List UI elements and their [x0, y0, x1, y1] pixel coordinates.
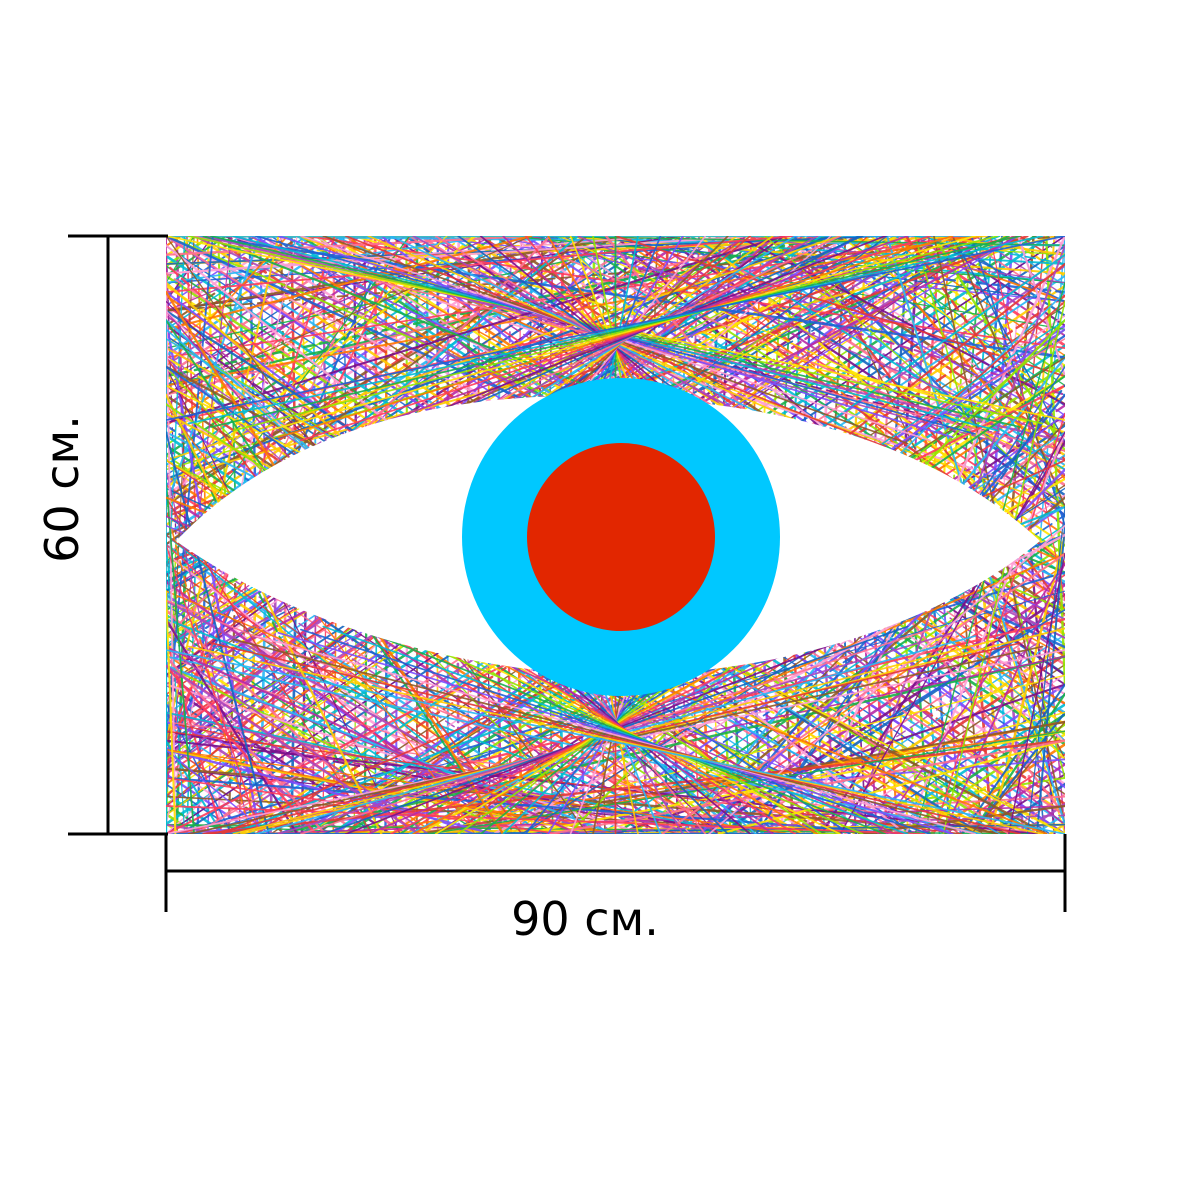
string-line [305, 236, 1065, 350]
string-line [367, 619, 864, 834]
string-line [166, 739, 224, 834]
string-line [764, 236, 1065, 508]
string-line [530, 236, 1065, 396]
string-line [300, 236, 931, 442]
string-line [166, 599, 748, 834]
string-line [166, 236, 289, 368]
string-line [166, 236, 532, 396]
string-line [322, 236, 909, 445]
string-line [166, 236, 411, 564]
string-line [166, 236, 195, 284]
string-line [530, 814, 1065, 834]
string-line [166, 599, 589, 834]
string-line [942, 300, 1065, 834]
string-line [717, 739, 1065, 834]
width-dimension-label: 90 см. [511, 892, 659, 946]
string-line [232, 638, 999, 834]
string-line [166, 664, 317, 834]
string-line [166, 506, 252, 834]
string-line [166, 777, 561, 834]
string-line [577, 236, 1065, 443]
string-line [249, 805, 1065, 834]
string-line [277, 631, 954, 834]
string-line [1026, 506, 1065, 834]
string-line [166, 431, 270, 834]
string-line [166, 236, 261, 509]
eye-pupil [527, 443, 715, 631]
string-line [300, 628, 931, 834]
string-line [1017, 236, 1065, 378]
string-line [166, 711, 701, 834]
height-dimension-label: 60 см. [35, 415, 89, 563]
string-line [166, 649, 1065, 834]
string-line [210, 642, 1021, 834]
string-line [948, 236, 972, 542]
string-line [210, 236, 1021, 428]
string-line [914, 236, 1065, 265]
string-line [166, 543, 261, 834]
string-line [166, 236, 533, 331]
string-line [166, 478, 195, 834]
string-line [427, 674, 1065, 834]
string-line [166, 393, 373, 834]
string-line [255, 236, 976, 435]
string-line [277, 236, 954, 439]
string-line [232, 236, 999, 432]
string-line [933, 412, 1065, 834]
string-line [166, 236, 477, 490]
string-line [942, 562, 1065, 834]
string-line [427, 730, 1065, 834]
string-line [277, 655, 1065, 834]
string-line [876, 562, 1065, 834]
product-image [166, 236, 1065, 834]
string-line [344, 622, 887, 834]
string-line [951, 236, 1065, 443]
string-line [1045, 236, 1065, 686]
string-line [1008, 553, 1065, 834]
dimension-lines [68, 234, 1067, 912]
string-line [521, 236, 1065, 247]
string-line [322, 625, 909, 834]
string-line [166, 534, 186, 834]
string-line [166, 776, 907, 834]
string-line [166, 393, 383, 834]
string-line [187, 236, 1044, 425]
string-line [166, 664, 420, 834]
string-line [166, 646, 580, 834]
string-line [493, 236, 1065, 359]
string-line [187, 645, 1044, 834]
string-line [614, 236, 1065, 378]
string-line [255, 635, 976, 834]
string-line [166, 236, 1065, 421]
string-line [166, 236, 795, 294]
string-line [211, 236, 1065, 247]
string-line [279, 236, 288, 543]
string-line [689, 236, 1065, 471]
string-line [192, 236, 1065, 359]
string-line [166, 730, 963, 834]
string-line [166, 590, 177, 834]
string-line [970, 721, 1065, 834]
string-line [913, 733, 1065, 834]
